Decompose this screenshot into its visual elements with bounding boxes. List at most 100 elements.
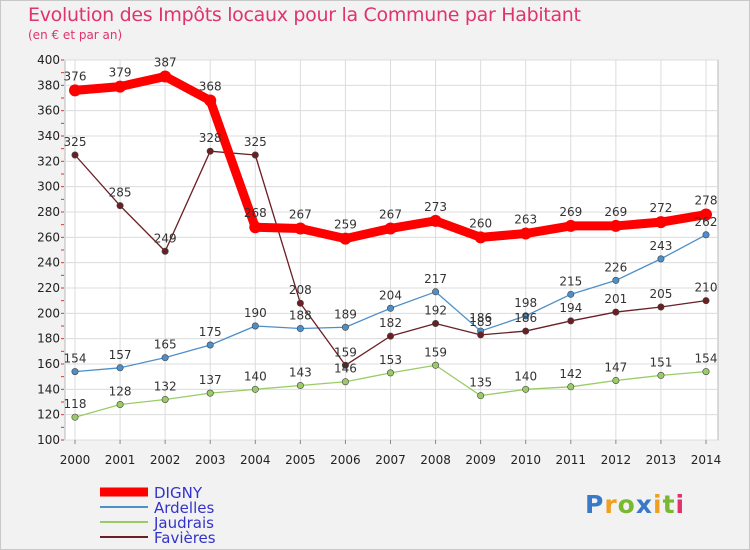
- y-tick-label: 360: [37, 104, 60, 118]
- y-tick-label: 300: [37, 180, 60, 194]
- data-label: 182: [379, 316, 402, 330]
- data-label: 387: [154, 55, 177, 69]
- data-label: 146: [334, 362, 357, 376]
- data-label: 183: [469, 315, 492, 329]
- x-tick-label: 2004: [240, 453, 271, 467]
- data-point: [612, 308, 620, 316]
- data-point: [567, 317, 575, 325]
- data-point: [116, 202, 124, 210]
- y-tick-label: 320: [37, 154, 60, 168]
- data-point: [114, 80, 127, 93]
- x-tick-label: 2010: [510, 453, 541, 467]
- data-label: 269: [559, 205, 582, 219]
- data-point: [296, 299, 304, 307]
- data-point: [384, 222, 397, 235]
- data-label: 215: [559, 274, 582, 288]
- y-tick-label: 400: [37, 53, 60, 67]
- data-label: 132: [154, 379, 177, 393]
- data-label: 226: [604, 260, 627, 274]
- brand-letter: x: [635, 490, 653, 519]
- data-label: 328: [199, 131, 222, 145]
- data-point: [341, 323, 349, 331]
- y-tick-label: 240: [37, 256, 60, 270]
- data-label: 188: [289, 309, 312, 323]
- x-tick-label: 2005: [285, 453, 316, 467]
- chart-title: Evolution des Impôts locaux pour la Comm…: [28, 4, 581, 26]
- x-tick-label: 2000: [60, 453, 91, 467]
- data-label: 118: [64, 397, 87, 411]
- data-label: 186: [469, 311, 492, 325]
- data-point: [339, 232, 352, 245]
- data-point: [296, 382, 304, 390]
- data-point: [477, 392, 485, 400]
- data-label: 128: [109, 385, 132, 399]
- data-label: 143: [289, 366, 312, 380]
- x-tick-label: 2012: [601, 453, 632, 467]
- data-label: 205: [649, 287, 672, 301]
- x-tick-label: 2002: [150, 453, 181, 467]
- data-label: 262: [695, 215, 718, 229]
- data-label: 135: [469, 376, 492, 390]
- data-point: [206, 341, 214, 349]
- data-label: 198: [514, 296, 537, 310]
- data-label: 153: [379, 353, 402, 367]
- data-label: 189: [334, 307, 357, 321]
- y-tick-label: 140: [37, 382, 60, 396]
- legend-label-digny: DIGNY: [154, 484, 203, 502]
- x-tick-label: 2009: [465, 453, 496, 467]
- data-point: [657, 303, 665, 311]
- data-point: [432, 361, 440, 369]
- data-label: 210: [695, 281, 718, 295]
- data-point: [474, 231, 487, 244]
- data-point: [206, 147, 214, 155]
- data-label: 325: [244, 135, 267, 149]
- data-point: [609, 219, 622, 232]
- data-label: 201: [604, 292, 627, 306]
- data-label: 154: [695, 352, 718, 366]
- data-point: [522, 327, 530, 335]
- data-point: [251, 151, 259, 159]
- data-point: [702, 368, 710, 376]
- data-point: [206, 389, 214, 397]
- brand-letter: r: [604, 490, 618, 519]
- data-label: 249: [154, 231, 177, 245]
- data-label: 379: [109, 66, 132, 80]
- data-label: 268: [244, 206, 267, 220]
- data-label: 267: [289, 207, 312, 221]
- data-label: 376: [64, 69, 87, 83]
- y-tick-label: 120: [37, 408, 60, 422]
- data-label: 157: [109, 348, 132, 362]
- data-label: 278: [695, 194, 718, 208]
- data-point: [249, 221, 262, 234]
- data-point: [386, 304, 394, 312]
- data-point: [341, 378, 349, 386]
- x-tick-label: 2007: [375, 453, 406, 467]
- x-tick-label: 2011: [556, 453, 587, 467]
- data-point: [702, 297, 710, 305]
- data-label: 285: [109, 186, 132, 200]
- data-point: [69, 84, 81, 97]
- data-point: [702, 231, 710, 239]
- brand-letter: i: [675, 490, 686, 519]
- x-tick-label: 2013: [646, 453, 677, 467]
- data-label: 190: [244, 306, 267, 320]
- data-point: [657, 255, 665, 263]
- brand-logo: Proxiti: [585, 490, 685, 519]
- data-label: 154: [64, 352, 87, 366]
- data-label: 140: [514, 369, 537, 383]
- y-tick-label: 100: [37, 433, 60, 447]
- data-point: [161, 354, 169, 362]
- x-tick-label: 2001: [105, 453, 136, 467]
- data-point: [432, 319, 440, 327]
- data-point: [161, 247, 169, 255]
- data-label: 272: [649, 201, 672, 215]
- y-tick-label: 340: [37, 129, 60, 143]
- x-tick-label: 2014: [691, 453, 722, 467]
- data-label: 186: [514, 311, 537, 325]
- data-point: [296, 325, 304, 333]
- data-point: [251, 385, 259, 393]
- data-label: 194: [559, 301, 582, 315]
- x-tick-label: 2008: [420, 453, 451, 467]
- plot-area: [64, 59, 719, 441]
- brand-letter: o: [617, 490, 636, 519]
